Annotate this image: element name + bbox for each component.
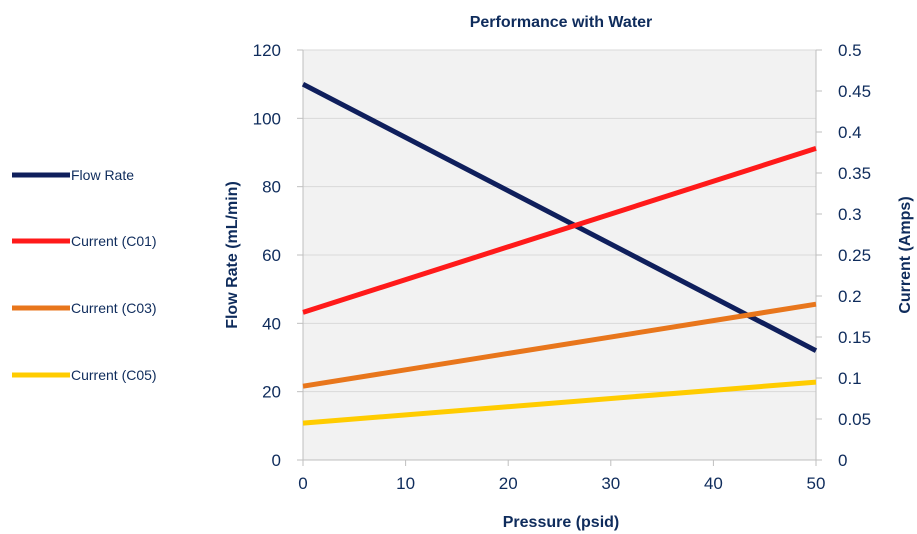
legend-entry-current-c03: Current (C03)	[12, 300, 157, 316]
legend-label: Current (C03)	[71, 300, 157, 316]
legend-entry-current-c05: Current (C05)	[12, 367, 157, 383]
y-right-tick-label: 0.35	[838, 164, 871, 183]
y-right-tick-label: 0	[838, 451, 847, 470]
y-right-tick-label: 0.15	[838, 328, 871, 347]
x-tick-label: 40	[704, 474, 723, 493]
series-line-flow-rate	[301, 81, 818, 353]
y-left-tick-label: 60	[262, 246, 281, 265]
legend: Flow Rate Current (C01) Current (C03) Curre…	[12, 167, 157, 383]
x-tick-label: 30	[601, 474, 620, 493]
y-left-tick-label: 0	[272, 451, 281, 470]
legend-label: Current (C01)	[71, 233, 157, 249]
y-right-tick-label: 0.5	[838, 41, 862, 60]
x-tick-label: 10	[396, 474, 415, 493]
x-axis-title: Pressure (psid)	[503, 514, 619, 531]
y-right-tick-label: 0.2	[838, 287, 862, 306]
series-lines	[301, 81, 818, 426]
chart-title: Performance with Water	[470, 14, 653, 31]
y-right-tick-label: 0.25	[838, 246, 871, 265]
series-line-current-c01	[302, 146, 817, 315]
y-axis-right-title: Current (Amps)	[897, 196, 914, 313]
legend-entry-current-c01: Current (C01)	[12, 233, 157, 249]
y-left-tick-label: 40	[262, 314, 281, 333]
gridlines	[303, 49, 816, 393]
legend-label: Current (C05)	[71, 367, 157, 383]
y-right-tick-label: 0.45	[838, 82, 871, 101]
tick-labels: 02040608010012000.050.10.150.20.250.30.3…	[253, 41, 871, 493]
y-right-tick-label: 0.05	[838, 410, 871, 429]
legend-entry-flow-rate: Flow Rate	[12, 167, 134, 183]
y-right-tick-label: 0.3	[838, 205, 862, 224]
series-line-current-c03	[302, 301, 817, 389]
y-left-tick-label: 120	[253, 41, 281, 60]
x-tick-label: 50	[807, 474, 826, 493]
x-tick-label: 20	[499, 474, 518, 493]
x-tick-label: 0	[298, 474, 307, 493]
y-axis-left-title: Flow Rate (mL/min)	[224, 181, 241, 329]
axes	[297, 49, 822, 466]
y-left-tick-label: 80	[262, 178, 281, 197]
series-line-current-c05	[302, 379, 817, 426]
legend-label: Flow Rate	[71, 167, 134, 183]
y-right-tick-label: 0.4	[838, 123, 862, 142]
y-right-tick-label: 0.1	[838, 369, 862, 388]
y-left-tick-label: 100	[253, 109, 281, 128]
y-left-tick-label: 20	[262, 383, 281, 402]
